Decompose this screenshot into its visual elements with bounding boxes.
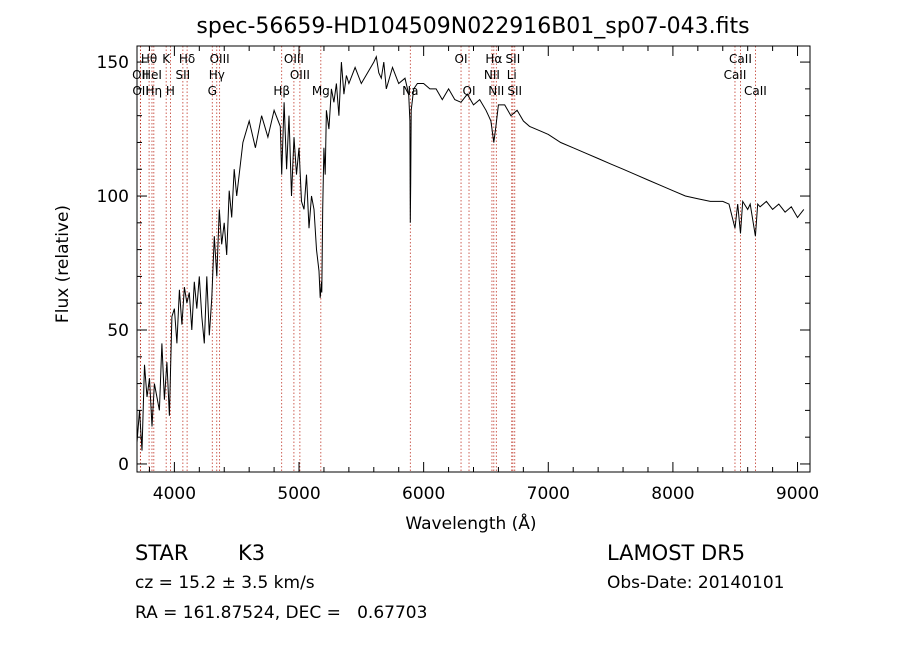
line-label: OIII	[210, 52, 230, 66]
x-tick-label: 9000	[776, 484, 819, 504]
line-marker-group	[139, 46, 756, 472]
y-axis-label: Flux (relative)	[53, 205, 73, 323]
object-subclass: K3	[238, 541, 266, 565]
line-label: NII	[484, 68, 500, 82]
line-label: OI	[463, 84, 476, 98]
line-label: NII	[488, 84, 504, 98]
object-class: STAR	[135, 541, 189, 565]
line-label: OII	[132, 68, 149, 82]
line-label: G	[208, 84, 217, 98]
y-tick-label: 150	[97, 53, 129, 73]
line-label: Na	[402, 84, 418, 98]
x-tick-label: 6000	[402, 484, 445, 504]
redshift-value: cz = 15.2 ± 3.5 km/s	[135, 573, 315, 593]
line-label: HeI	[142, 68, 162, 82]
line-label: Li	[507, 68, 517, 82]
line-label: SII	[176, 68, 191, 82]
coordinates: RA = 161.87524, DEC = 0.67703	[135, 603, 428, 623]
line-label: OI	[455, 52, 468, 66]
line-label: H	[166, 84, 175, 98]
chart-title: spec-56659-HD104509N022916B01_sp07-043.f…	[196, 14, 749, 39]
line-label: CaII	[744, 84, 767, 98]
line-label: Hγ	[209, 68, 225, 82]
line-label: Hθ	[141, 52, 157, 66]
line-label: OIII	[290, 68, 310, 82]
line-label: SII	[507, 84, 522, 98]
x-tick-label: 8000	[651, 484, 694, 504]
x-tick-label: 5000	[277, 484, 320, 504]
y-tick-label: 50	[107, 321, 129, 341]
y-tick-label: 100	[97, 187, 129, 207]
x-axis: 4000 5000 6000 7000 8000 9000	[148, 46, 819, 504]
line-label: K	[162, 52, 171, 66]
line-label: Hη	[146, 84, 163, 98]
line-label: CaII	[724, 68, 747, 82]
plot-frame	[136, 45, 811, 473]
spectrum-line	[136, 54, 805, 451]
survey-name: LAMOST DR5	[607, 541, 746, 565]
line-label: CaII	[729, 52, 752, 66]
y-tick-label: 0	[118, 455, 129, 475]
y-axis: 0 50 100 150	[97, 53, 810, 475]
line-label: Hδ	[179, 52, 195, 66]
line-label: Hα	[485, 52, 502, 66]
line-label: Hβ	[273, 84, 290, 98]
line-label: OIII	[284, 52, 304, 66]
x-tick-label: 7000	[527, 484, 570, 504]
line-label: SII	[506, 52, 521, 66]
x-axis-label: Wavelength (Å)	[405, 512, 536, 534]
obs-date: Obs-Date: 20140101	[607, 573, 785, 593]
line-label: OII	[132, 84, 149, 98]
x-tick-label: 4000	[153, 484, 196, 504]
line-label: Mg	[312, 84, 330, 98]
